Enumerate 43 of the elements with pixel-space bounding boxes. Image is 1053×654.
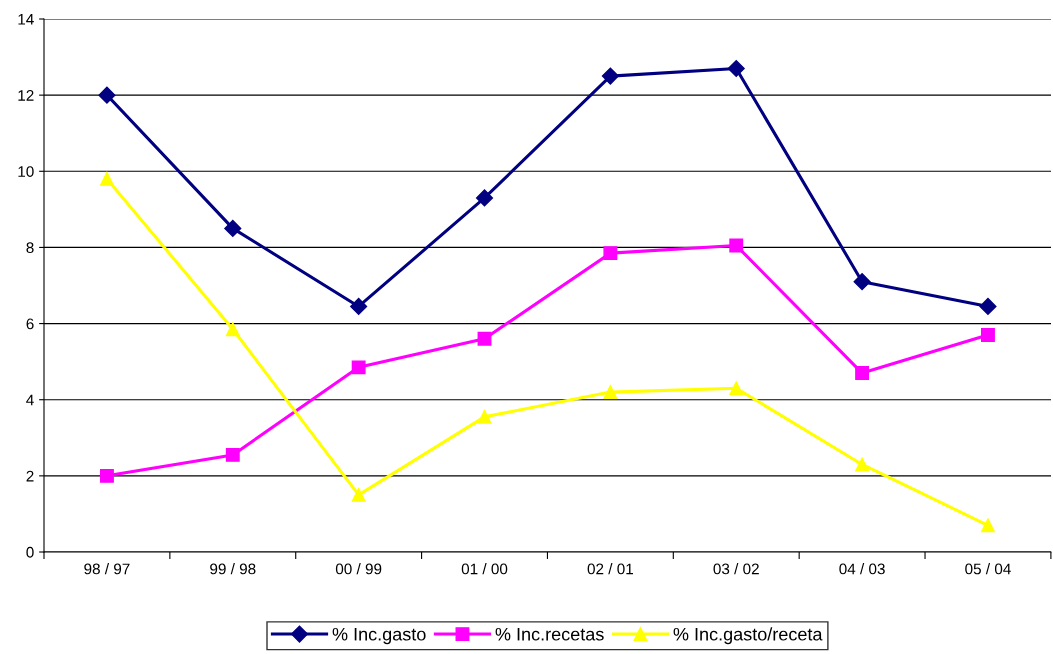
point (729, 381, 744, 396)
x-tick-label: 00 / 99 (335, 563, 382, 575)
point (729, 238, 744, 253)
x-tick-label: 04 / 03 (839, 563, 885, 575)
point (981, 328, 995, 342)
point (855, 366, 870, 381)
point (853, 273, 871, 291)
y-tick-label: 2 (26, 470, 34, 482)
point (727, 59, 745, 78)
point (979, 297, 997, 315)
point (475, 189, 494, 207)
point (477, 409, 492, 424)
point (98, 86, 116, 104)
x-tick-label: 02 / 01 (587, 563, 633, 575)
y-tick-label: 12 (18, 90, 34, 101)
x-tick-label: 03 / 02 (713, 563, 759, 575)
y-tick-label: 14 (18, 14, 34, 25)
legend-label: % Inc.gasto (332, 627, 426, 645)
point (981, 518, 995, 533)
x-tick-label: 98 / 97 (84, 563, 130, 575)
x-tick-label: 05 / 04 (965, 563, 1011, 575)
y-tick-label: 8 (26, 242, 34, 254)
point (225, 447, 240, 462)
point (225, 322, 240, 337)
point (99, 171, 114, 186)
point (603, 385, 618, 400)
y-tick-label: 0 (26, 546, 34, 558)
x-tick-label: 01 / 00 (461, 563, 508, 575)
y-tick-label: 10 (18, 166, 34, 177)
point (603, 246, 618, 261)
point (99, 468, 114, 483)
point (351, 360, 366, 375)
point (350, 297, 368, 315)
point (601, 67, 619, 85)
point (351, 487, 366, 502)
legend-label: % Inc.gasto/receta (673, 627, 823, 645)
y-tick-label: 6 (26, 318, 34, 330)
legend-label: % Inc.recetas (495, 627, 604, 641)
x-tick-label: 99 / 98 (210, 563, 256, 575)
point (477, 331, 492, 346)
point (224, 219, 242, 237)
point (855, 457, 870, 472)
y-tick-label: 4 (26, 394, 34, 406)
